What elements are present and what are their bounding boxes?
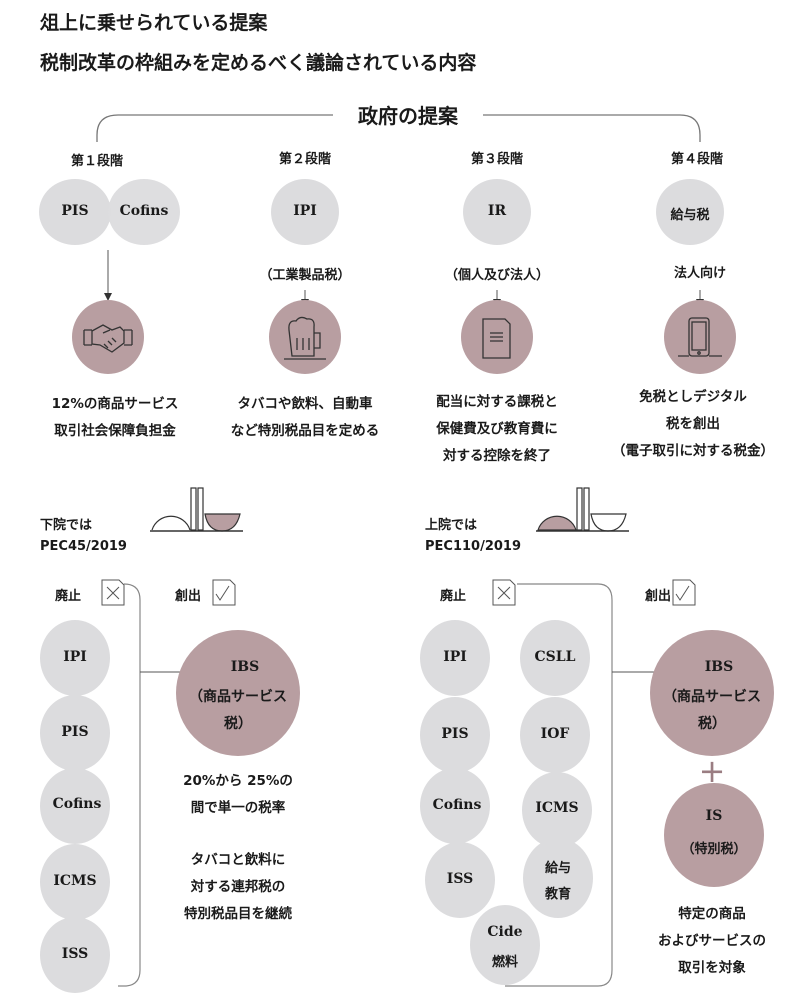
stage-3-description: 配当に対する課税と 保健費及び教育費に 対する控除を終了: [436, 394, 558, 464]
senate-notes: 特定の商品 およびサービスの 取引を対象: [658, 906, 766, 976]
tax-payroll: 給与税: [670, 208, 710, 223]
tax-cofins: Cofins: [119, 203, 169, 219]
stage-4-label: 第４段階: [670, 152, 724, 167]
abolished-tax: IPI: [63, 649, 87, 665]
senate-pec: PEC110/2019: [425, 539, 522, 554]
abolished-tax: IOF: [540, 726, 570, 742]
abolished-tax: PIS: [61, 724, 89, 740]
congress-building-icon: [536, 487, 629, 532]
created-tax-is: IS: [705, 808, 723, 824]
stage-4-description: 免税としデジタル 税を創出 （電子取引に対する税金）: [612, 389, 774, 459]
stage-3-label: 第３段階: [470, 152, 524, 167]
abolished-tax: PIS: [441, 726, 469, 742]
document-check-icon: [672, 579, 696, 606]
senate-label: 上院では: [425, 518, 478, 533]
abolish-bracket: [505, 583, 613, 987]
abolished-tax: IPI: [443, 649, 467, 665]
document-icon: [482, 318, 511, 359]
circle-ipi: [271, 179, 339, 245]
abolished-tax: CSLL: [534, 649, 576, 665]
stage-1-description: 12%の商品サービス 取引社会保障負担金: [51, 396, 179, 439]
circle-pis: [39, 179, 111, 245]
stage-3-sublabel: （個人及び法人）: [444, 268, 550, 283]
tax-ir: IR: [487, 203, 507, 219]
abolished-tax: 給与: [544, 861, 572, 876]
handshake-icon: [83, 324, 133, 353]
document-x-icon: [492, 579, 516, 606]
abolished-tax: Cofins: [52, 796, 102, 812]
lower-house-label: 下院では: [40, 518, 93, 533]
congress-building-icon: [150, 487, 243, 532]
smartphone-icon: [678, 317, 722, 357]
created-tax-ibs: IBS: [704, 659, 734, 675]
government-bracket: [96, 114, 701, 142]
plus-sign: +: [698, 752, 726, 790]
abolished-tax: Cide: [487, 924, 523, 940]
stage-2-label: 第２段階: [278, 152, 332, 167]
stage-2-sublabel: （工業製品税）: [259, 268, 351, 283]
lower-create-label: 創出: [175, 589, 202, 604]
abolish-bracket: [118, 583, 141, 987]
stage-1-label: 第１段階: [70, 154, 124, 169]
circle-ir: [463, 179, 531, 245]
lower-abolish-label: 廃止: [55, 589, 82, 604]
abolished-tax: ISS: [61, 946, 89, 962]
stage-2-description: タバコや飲料、自動車 など特別税品目を定める: [230, 396, 380, 439]
beer-mug-icon: [284, 316, 326, 360]
title-line-2: 税制改革の枠組みを定めるべく議論されている内容: [40, 52, 477, 74]
abolished-tax: ICMS: [53, 873, 97, 889]
circle-cofins: [108, 179, 180, 245]
abolished-tax: ISS: [446, 871, 474, 887]
tax-pis: PIS: [61, 203, 89, 219]
senate-abolish-label: 廃止: [440, 589, 467, 604]
abolished-tax: ICMS: [535, 800, 579, 816]
abolished-tax: Cofins: [432, 797, 482, 813]
circle-payroll: [656, 179, 724, 245]
created-tax-ibs: IBS: [230, 659, 260, 675]
tax-ipi: IPI: [293, 203, 317, 219]
senate-create-label: 創出: [645, 589, 672, 604]
stage-4-sublabel: 法人向け: [673, 266, 727, 281]
document-x-icon: [101, 579, 125, 606]
document-check-icon: [212, 579, 236, 606]
lower-house-pec: PEC45/2019: [40, 539, 127, 554]
lower-house-notes: 20%から 25%の 間で単一の税率 タバコと飲料に 対する連邦税の 特別税品目…: [183, 773, 293, 922]
government-heading: 政府の提案: [352, 100, 464, 129]
title-line-1: 俎上に乗せられている提案: [40, 12, 268, 34]
